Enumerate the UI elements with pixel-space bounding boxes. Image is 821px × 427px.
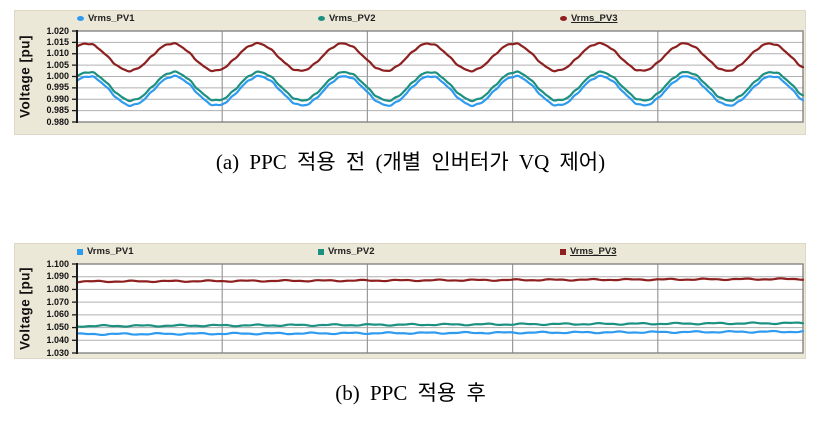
y-tick-label: 1.070	[46, 296, 69, 307]
square-marker-icon	[318, 248, 324, 255]
plot-area-a	[72, 30, 805, 123]
legend-item-vrms_pv2[interactable]: Vrms_PV2	[318, 13, 375, 24]
caption-b: (b) PPC 적용 후	[335, 381, 486, 405]
legend-label: Vrms_PV3	[570, 246, 617, 257]
plot-area-b	[72, 263, 805, 354]
y-tick-label: 1.005	[46, 59, 69, 70]
y-tick-label: 1.000	[46, 71, 69, 81]
y-tick-label: 1.080	[46, 283, 69, 294]
y-tick-label: 0.985	[46, 105, 69, 116]
legend-b: Vrms_PV1 Vrms_PV2 Vrms_PV3	[15, 246, 805, 260]
legend-a: Vrms_PV1 Vrms_PV2 Vrms_PV3	[15, 13, 805, 27]
y-tick-label: 1.010	[46, 48, 69, 59]
legend-item-vrms_pv2[interactable]: Vrms_PV2	[318, 246, 374, 257]
y-tick-label: 0.995	[46, 82, 69, 93]
caption-a: (a) PPC 적용 전 (개별 인버터가 VQ 제어)	[215, 150, 606, 174]
legend-label: Vrms_PV1	[88, 13, 135, 24]
y-tick-label: 1.100	[46, 258, 69, 269]
legend-label: Vrms_PV2	[328, 246, 375, 257]
y-tick-labels-a: 1.020 1.015 1.010 1.005 1.000 0.995 0.990 0.985…	[15, 11, 73, 134]
legend-label: Vrms_PV3	[571, 13, 618, 24]
y-tick-label: 0.990	[46, 93, 69, 104]
circle-marker-icon	[318, 16, 325, 21]
y-tick-label: 1.060	[46, 309, 69, 320]
legend-label: Vrms_PV2	[329, 13, 376, 24]
legend-item-vrms_pv3[interactable]: Vrms_PV3	[560, 13, 617, 24]
square-marker-icon	[560, 248, 566, 255]
y-tick-label: 0.980	[46, 116, 69, 127]
y-tick-label: 1.015	[46, 36, 69, 47]
y-tick-label: 1.030	[46, 347, 69, 358]
square-marker-icon	[77, 248, 83, 255]
chart-panel-a: Voltage [pu] Vrms_PV1 Vrms_PV2 Vrms_PV3 1.…	[14, 10, 806, 135]
y-tick-label: 1.040	[46, 334, 69, 345]
y-tick-labels-b: 1.100 1.090 1.080 1.070 1.060 1.050 1.040 1.030	[15, 244, 73, 358]
legend-item-vrms_pv3[interactable]: Vrms_PV3	[560, 246, 616, 257]
circle-marker-icon	[77, 16, 84, 21]
y-tick-label: 1.050	[46, 322, 69, 333]
y-tick-label: 1.020	[46, 25, 69, 36]
chart-panel-b: Voltage [pu] Vrms_PV1 Vrms_PV2 Vrms_PV3 1.…	[14, 243, 806, 359]
legend-item-vrms_pv1[interactable]: Vrms_PV1	[77, 246, 133, 257]
circle-marker-icon	[560, 16, 567, 21]
legend-item-vrms_pv1[interactable]: Vrms_PV1	[77, 13, 134, 24]
legend-label: Vrms_PV1	[87, 246, 134, 257]
y-tick-label: 1.090	[46, 271, 69, 282]
